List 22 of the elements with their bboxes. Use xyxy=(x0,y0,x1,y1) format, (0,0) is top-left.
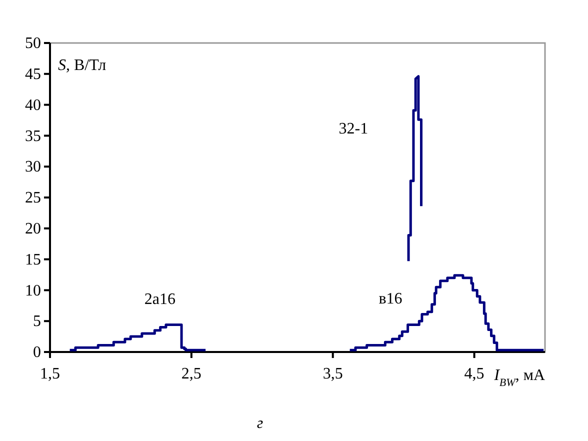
series-label: 2а16 xyxy=(144,290,176,308)
y-tick-label: 10 xyxy=(25,282,41,300)
y-tick-label: 20 xyxy=(25,220,41,238)
x-axis-title: I$_{BW}$, мА xyxy=(493,367,546,389)
y-axis-title: S, В/Тл xyxy=(58,57,106,74)
text: г xyxy=(256,415,264,432)
y-tick-label: 45 xyxy=(25,66,41,84)
series-label: в16 xyxy=(378,290,402,308)
y-tick-label: 25 xyxy=(25,190,41,207)
y-tick-label: 0 xyxy=(33,344,41,362)
x-tick-label: 4,5 xyxy=(464,366,484,383)
x-tick-label: 2,5 xyxy=(181,366,202,383)
y-tick-label: 35 xyxy=(25,128,41,145)
text: 32-1 xyxy=(338,120,368,138)
line-series xyxy=(407,75,422,262)
y-tick-label: 5 xyxy=(33,313,41,330)
x-tick-label: 3,5 xyxy=(322,366,343,383)
y-tick-label: 15 xyxy=(25,251,41,268)
y-tick-label: 40 xyxy=(25,96,41,114)
x-tick-label: 1,5 xyxy=(40,366,60,383)
y-tick-label: 30 xyxy=(25,158,41,176)
y-tick-label: 50 xyxy=(25,35,41,52)
